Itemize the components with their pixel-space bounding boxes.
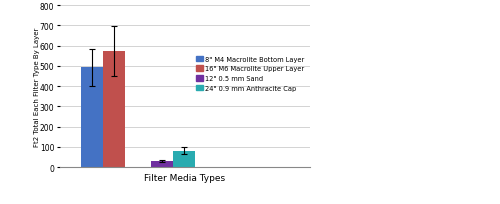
Bar [103, 52, 125, 167]
Bar [174, 151, 195, 167]
Bar [81, 68, 103, 167]
Y-axis label: Ft2 Total Each Filter Type By Layer: Ft2 Total Each Filter Type By Layer [34, 27, 40, 146]
Bar [152, 161, 174, 167]
Legend: 8" M4 Macrolite Bottom Layer, 16" M6 Macrolite Upper Layer, 12" 0.5 mm Sand, 24": 8" M4 Macrolite Bottom Layer, 16" M6 Mac… [194, 54, 306, 93]
X-axis label: Filter Media Types: Filter Media Types [144, 173, 226, 182]
